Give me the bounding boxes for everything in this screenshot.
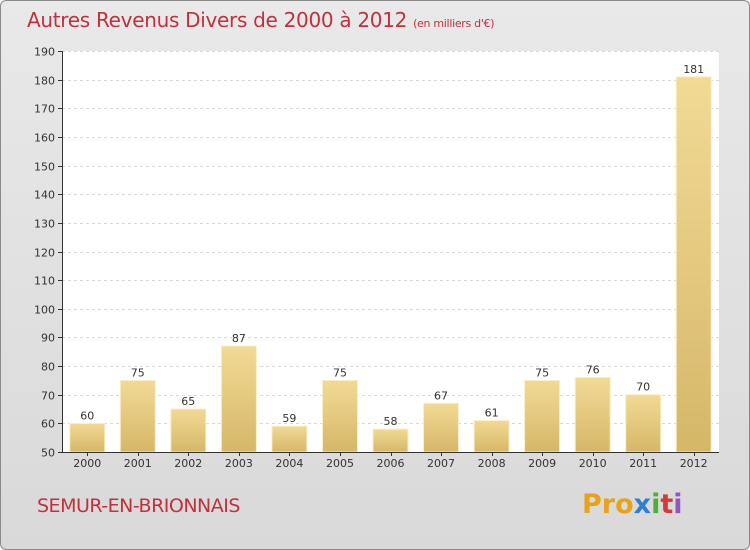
logo-part-2: x [633, 489, 652, 520]
x-tick-label: 2003 [225, 457, 253, 470]
bar [473, 420, 510, 453]
value-label: 75 [535, 366, 549, 379]
y-tick-label: 160 [34, 132, 55, 145]
x-tick-label: 2007 [427, 457, 455, 470]
value-label: 65 [181, 395, 195, 408]
value-label: 59 [282, 412, 296, 425]
value-label: 75 [131, 366, 145, 379]
logo-part-5: i [673, 489, 683, 520]
bar [322, 379, 358, 453]
value-label: 60 [80, 409, 94, 422]
bar [170, 408, 207, 453]
plot-area [62, 51, 719, 452]
bar [675, 76, 712, 453]
x-tick-label: 2010 [579, 457, 607, 470]
bar [271, 425, 308, 453]
value-label: 61 [485, 407, 499, 420]
bar [423, 402, 459, 453]
bar [69, 422, 106, 453]
x-axis: 2000 2001 2002 2003 2004 2005 2006 2007 2008 2009… [62, 452, 719, 470]
y-tick-label: 60 [41, 418, 55, 431]
bars [69, 76, 712, 453]
y-tick-label: 80 [41, 361, 55, 374]
value-labels: 60 75 65 87 59 75 58 67 61 75 76 70 181 [80, 63, 704, 428]
bar [524, 379, 561, 453]
y-tick-label: 180 [34, 75, 55, 88]
value-label: 87 [232, 332, 246, 345]
value-label: 181 [683, 63, 704, 76]
y-tick-label: 100 [34, 304, 55, 317]
bar [625, 394, 662, 453]
y-axis: 50 60 70 80 90 100 110 120 130 140 150 160 170 180 190 [34, 46, 63, 460]
x-tick-label: 2000 [73, 457, 101, 470]
x-tick-label: 2006 [377, 457, 405, 470]
x-tick-label: 2012 [680, 457, 708, 470]
bar [119, 379, 156, 453]
chart-subtitle: (en milliers d'€) [413, 17, 495, 30]
y-tick-label: 110 [34, 275, 55, 288]
value-label: 58 [384, 415, 398, 428]
x-tick-label: 2004 [275, 457, 303, 470]
chart-title: Autres Revenus Divers de 2000 à 2012 (en … [27, 8, 495, 32]
value-label: 76 [586, 364, 600, 377]
y-tick-label: 170 [34, 103, 55, 116]
bar [574, 377, 611, 453]
value-label: 75 [333, 366, 347, 379]
x-tick-label: 2008 [478, 457, 506, 470]
bar [220, 345, 257, 453]
commune-name: SEMUR-EN-BRIONNAIS [37, 495, 240, 517]
y-tick-label: 130 [34, 218, 55, 231]
y-tick-label: 50 [41, 447, 55, 460]
x-tick-label: 2002 [174, 457, 202, 470]
logo-part-4: t [660, 489, 674, 520]
x-tick-label: 2011 [629, 457, 657, 470]
y-tick-label: 140 [34, 189, 55, 202]
chart-title-text: Autres Revenus Divers de 2000 à 2012 [27, 8, 408, 32]
bar [372, 428, 409, 453]
x-tick-label: 2009 [528, 457, 556, 470]
x-tick-label: 2001 [124, 457, 152, 470]
proxiti-logo[interactable]: Proxiti [582, 489, 683, 520]
logo-part-3: i [651, 489, 661, 520]
y-tick-label: 70 [41, 390, 55, 403]
y-tick-label: 90 [41, 332, 55, 345]
y-tick-label: 150 [34, 161, 55, 174]
value-label: 70 [636, 381, 650, 394]
y-tick-label: 190 [34, 46, 55, 59]
logo-part-1: Pro [582, 489, 634, 520]
x-tick-label: 2005 [326, 457, 354, 470]
y-tick-label: 120 [34, 247, 55, 260]
value-label: 67 [434, 389, 448, 402]
